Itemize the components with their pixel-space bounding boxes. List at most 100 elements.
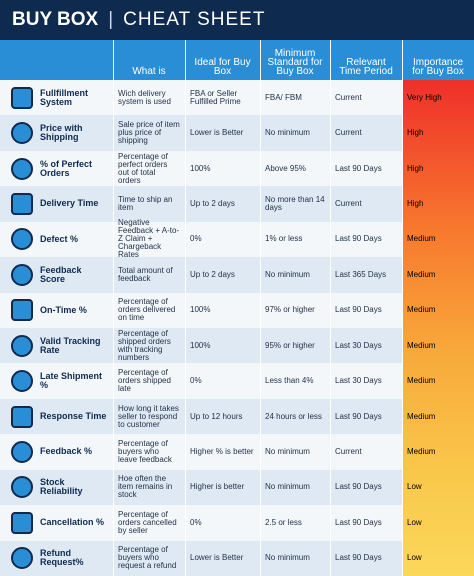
importance: Medium	[407, 269, 436, 279]
column-header: Importance for Buy Box	[402, 40, 474, 80]
metric-name: Defect %	[40, 233, 79, 244]
cell-text: Percentage of orders shipped late	[118, 368, 171, 394]
importance: Medium	[407, 376, 436, 386]
metric-name: Feedback %	[40, 446, 93, 457]
row-icon	[11, 299, 33, 322]
importance: Medium	[407, 234, 436, 244]
cell-text: Percentage of buyers who request a refun…	[118, 545, 177, 571]
column-divider	[113, 40, 114, 576]
cell-text: Last 90 Days	[335, 411, 382, 421]
metric-name: Feedback Score	[40, 264, 82, 284]
cell-text: FBA/ FBM	[265, 92, 302, 102]
cell-text: No more than 14 days	[265, 194, 325, 212]
cell-text: Wich delivery system is used	[118, 88, 171, 106]
cell-text: 0%	[190, 234, 202, 244]
cell-text: Last 30 Days	[335, 340, 382, 350]
metric-name: Valid Tracking Rate	[40, 335, 101, 355]
row-icon	[11, 511, 33, 534]
cell-text: Up to 2 days	[190, 269, 235, 279]
cell-text: FBA or Seller Fulfilled Prime	[190, 88, 241, 106]
row-icon	[11, 263, 33, 286]
row-background	[0, 469, 402, 507]
row-icon	[11, 370, 33, 393]
cell-text: Time to ship an item	[118, 194, 173, 212]
cell-text: 100%	[190, 340, 211, 350]
row-icon	[11, 228, 33, 251]
cell-text: Last 90 Days	[335, 305, 382, 315]
cell-text: Current	[335, 446, 362, 456]
row-background	[0, 434, 402, 471]
row-icon	[11, 157, 33, 180]
importance: Medium	[407, 446, 436, 456]
cell-text: Higher is better	[190, 482, 245, 492]
importance: High	[407, 163, 424, 173]
cell-text: Current	[335, 92, 362, 102]
cell-text: Last 90 Days	[335, 482, 382, 492]
cell-text: Percentage of buyers who leave feedback	[118, 438, 172, 464]
cell-text: 24 hours or less	[265, 411, 322, 421]
cell-text: Last 90 Days	[335, 234, 382, 244]
metric-name: Response Time	[40, 411, 107, 422]
column-divider	[402, 40, 403, 576]
column-header: Ideal for Buy Box	[185, 40, 260, 80]
row-icon	[11, 334, 33, 357]
cell-text: Last 90 Days	[335, 163, 382, 173]
cell-text: Current	[335, 198, 362, 208]
cell-text: Above 95%	[265, 163, 306, 173]
row-background	[0, 150, 402, 188]
cell-text: 100%	[190, 305, 211, 315]
divider: |	[108, 9, 114, 30]
cell-text: Lower is Better	[190, 128, 244, 138]
cell-text: 1% or less	[265, 234, 303, 244]
metric-name: Late Shipment %	[40, 371, 103, 391]
cell-text: No minimum	[265, 269, 310, 279]
cell-text: Higher % is better	[190, 446, 254, 456]
cell-text: Percentage of shipped orders with tracki…	[118, 328, 171, 362]
cell-text: How long it takes seller to respond to c…	[118, 403, 179, 429]
cell-text: No minimum	[265, 128, 310, 138]
row-background	[0, 398, 402, 436]
row-background	[0, 363, 402, 400]
column-header: Relevant Time Period	[330, 40, 402, 80]
cell-text: Last 90 Days	[335, 553, 382, 563]
cell-text: Last 365 Days	[335, 269, 387, 279]
subtitle: CHEAT SHEET	[123, 9, 266, 30]
metric-name: Delivery Time	[40, 198, 99, 209]
importance: High	[407, 198, 424, 208]
cell-text: Up to 12 hours	[190, 411, 243, 421]
metric-name: Price with Shipping	[40, 123, 83, 143]
row-icon	[11, 441, 33, 463]
importance: Medium	[407, 305, 436, 315]
row-background	[0, 80, 402, 117]
cell-text: Last 90 Days	[335, 517, 382, 527]
cell-text: Less than 4%	[265, 376, 314, 386]
row-background	[0, 505, 402, 542]
cell-text: 0%	[190, 376, 202, 386]
column-header: Minimum Standard for Buy Box	[260, 40, 330, 80]
cell-text: Percentage of orders delivered on time	[118, 297, 176, 323]
column-divider	[330, 40, 331, 576]
metric-name: % of Perfect Orders	[40, 158, 93, 178]
importance-gradient	[402, 80, 474, 576]
metric-name: Refund Request%	[40, 548, 84, 568]
column-divider	[185, 40, 186, 576]
metric-name: Stock Reliability	[40, 477, 83, 497]
cell-text: 100%	[190, 163, 211, 173]
row-background	[0, 540, 402, 576]
metric-name: On-Time %	[40, 304, 87, 315]
row-icon	[11, 122, 33, 145]
importance: Low	[407, 517, 422, 527]
importance: Low	[407, 553, 422, 563]
metric-name: Fullfillment System	[40, 87, 88, 107]
column-header: What is	[113, 40, 185, 80]
header: BUY BOX | CHEAT SHEET	[0, 0, 474, 40]
importance: Very High	[407, 92, 442, 102]
cell-text: Percentage of perfect orders out of tota…	[118, 151, 168, 185]
title: BUY BOX	[12, 9, 99, 30]
cell-text: Current	[335, 128, 362, 138]
importance: Medium	[407, 340, 436, 350]
row-icon	[11, 86, 33, 109]
cell-text: Sale price of item plus price of shippin…	[118, 120, 180, 146]
cell-text: Total amount of feedback	[118, 265, 173, 283]
